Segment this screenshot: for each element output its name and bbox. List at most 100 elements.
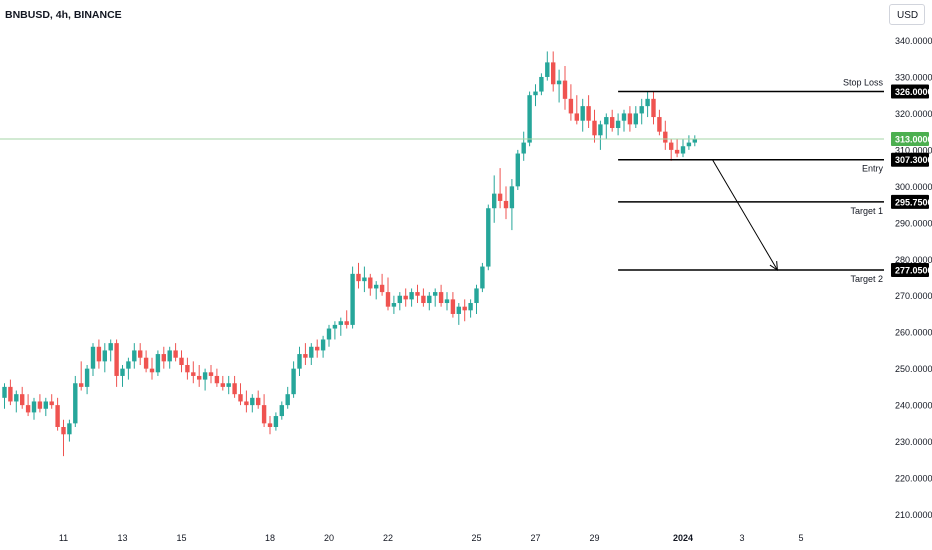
candle-body xyxy=(433,292,438,296)
candle xyxy=(126,357,131,380)
level-price-badge: 307.3000 xyxy=(891,152,932,167)
candle-body xyxy=(592,120,597,136)
x-tick-label: 27 xyxy=(530,533,540,543)
y-tick-label: 260.0000 xyxy=(895,328,932,338)
candle-body xyxy=(185,365,190,373)
candle xyxy=(20,386,25,409)
candle-body xyxy=(515,153,520,187)
candle-body xyxy=(90,346,96,369)
candle-body xyxy=(568,98,574,114)
candle-body xyxy=(533,91,538,96)
candle-body xyxy=(427,295,432,304)
candle-body xyxy=(161,354,166,362)
candle xyxy=(67,419,72,442)
candle-body xyxy=(686,142,692,147)
candle xyxy=(167,346,172,369)
y-tick-label: 230.0000 xyxy=(895,437,932,447)
candle-body xyxy=(14,394,19,402)
candle-body xyxy=(509,186,515,209)
x-tick-label: 20 xyxy=(324,533,334,543)
candle-body xyxy=(120,368,125,376)
candle xyxy=(663,120,668,150)
candle-body xyxy=(67,423,72,435)
candle-body xyxy=(2,386,7,398)
candle-body xyxy=(621,113,627,121)
candle xyxy=(43,397,48,417)
candle-body xyxy=(468,303,473,311)
candle-body xyxy=(273,416,279,427)
candle-body xyxy=(421,295,426,304)
candle-body xyxy=(604,117,609,125)
candle-body xyxy=(562,80,568,99)
x-tick-label: 29 xyxy=(589,533,599,543)
candle xyxy=(114,339,119,387)
candle xyxy=(515,149,520,190)
candle xyxy=(185,357,190,380)
candle xyxy=(202,368,208,391)
candle-body xyxy=(291,368,296,395)
candle-body xyxy=(214,375,220,384)
candle-body xyxy=(315,346,320,351)
candle-body xyxy=(663,131,668,143)
candle-body xyxy=(297,354,302,369)
candle xyxy=(143,350,149,373)
candle xyxy=(521,131,526,161)
candle-body xyxy=(615,120,621,129)
candle-body xyxy=(61,426,66,435)
level-label: Target 1 xyxy=(850,206,883,216)
candle xyxy=(96,339,102,369)
candle xyxy=(580,98,585,132)
current-price-badge: 313.0000 xyxy=(891,131,932,146)
candle xyxy=(120,365,125,387)
candle xyxy=(486,204,491,271)
candle-body xyxy=(403,295,408,300)
candle-body xyxy=(332,324,338,329)
candle xyxy=(450,292,456,318)
candle xyxy=(55,397,60,431)
candle xyxy=(474,284,479,314)
candle-body xyxy=(31,401,37,413)
time-axis: 11 13 15 18 20 22 25 27 29 2024 3 5 xyxy=(59,533,804,543)
candle xyxy=(315,339,320,358)
candle xyxy=(551,51,556,92)
level-label: Entry xyxy=(862,164,884,174)
level-price-badge-bg xyxy=(891,152,929,167)
candle xyxy=(232,375,237,398)
candle xyxy=(309,343,314,366)
currency-selector[interactable]: USD xyxy=(889,4,925,25)
candle-body xyxy=(409,292,414,300)
candle-body xyxy=(232,383,237,395)
candle xyxy=(61,419,66,457)
candle xyxy=(173,343,178,362)
candle xyxy=(562,66,568,110)
candle-body xyxy=(96,346,102,362)
candle-body xyxy=(580,106,585,121)
candle xyxy=(421,288,426,307)
candle-body xyxy=(480,266,485,289)
x-tick-label: 18 xyxy=(265,533,275,543)
candle xyxy=(37,394,43,413)
candle xyxy=(220,375,225,391)
candle-body xyxy=(497,193,503,201)
candle-body xyxy=(43,401,48,409)
candle-body xyxy=(84,368,90,387)
candle-body xyxy=(610,117,615,129)
y-tick-label: 210.0000 xyxy=(895,510,932,520)
candle xyxy=(692,135,697,147)
candle-body xyxy=(338,321,343,325)
candle-body xyxy=(73,383,78,424)
level-price-badge-bg xyxy=(891,263,929,278)
candle xyxy=(250,394,255,413)
candle-body xyxy=(108,343,113,351)
y-tick-label: 340.0000 xyxy=(895,36,932,46)
candle xyxy=(368,273,373,296)
candle xyxy=(356,262,361,289)
candle xyxy=(2,383,7,409)
candle-body xyxy=(244,401,249,406)
level-price-badge: 295.7500 xyxy=(891,194,932,209)
candle xyxy=(433,288,438,307)
candle xyxy=(468,299,473,318)
level-price-badge: 277.0500 xyxy=(891,263,932,278)
candle-body xyxy=(551,62,556,85)
